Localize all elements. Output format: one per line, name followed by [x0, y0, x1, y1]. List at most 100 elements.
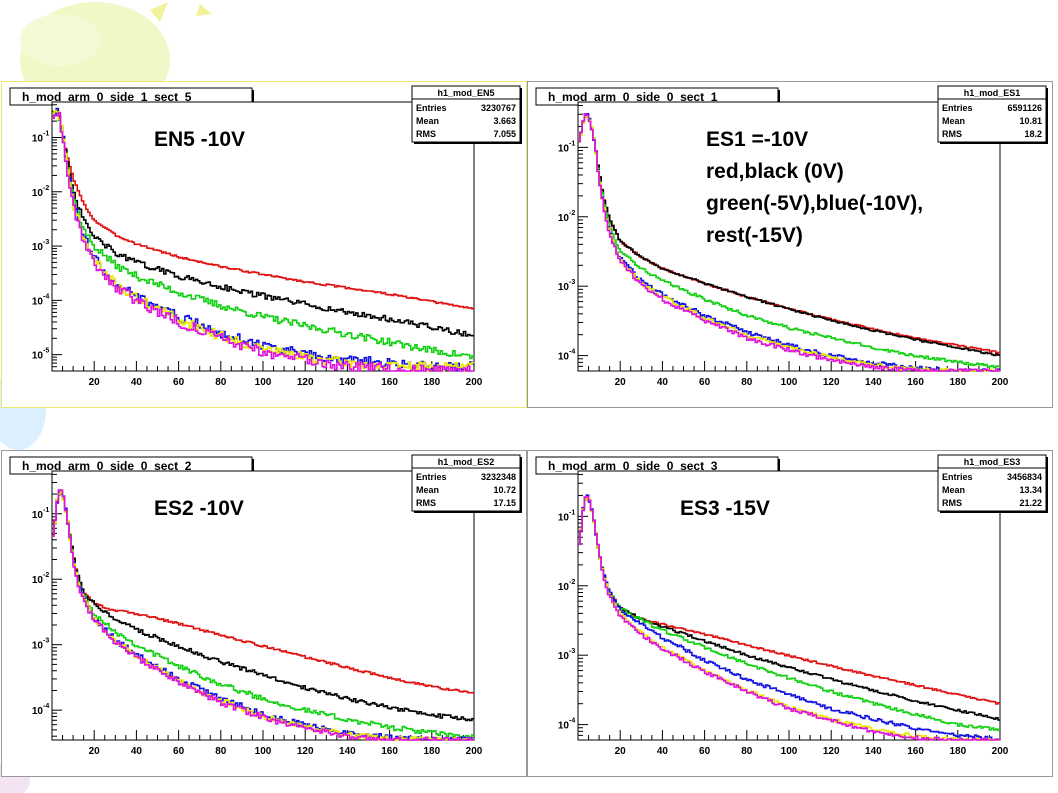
plot-frame [51, 101, 475, 372]
title-box-shadow [252, 90, 254, 107]
plot-annotation: rest(-15V) [706, 224, 803, 247]
histogram-series-line [52, 110, 474, 337]
x-tick-label: 60 [699, 746, 711, 757]
histogram-title: h_mod_arm_0_side_0_sect_1 [548, 90, 718, 104]
y-tick-label: 10 [558, 651, 570, 662]
x-tick-label: 20 [89, 377, 101, 388]
histogram-panel-es3: h_mod_arm_0_side_0_sect_3 20 40 60 80 100 120 1… [527, 450, 1053, 777]
y-tick-exponent: -2 [569, 210, 575, 217]
histogram-series-line [578, 495, 1000, 732]
stats-label: Mean [942, 485, 965, 495]
histogram-chart: h_mod_arm_0_side_0_sect_2 20 40 60 80 100 120 1… [9, 454, 522, 757]
plot-annotation: red,black (0V) [706, 160, 844, 183]
x-tick-label: 180 [423, 746, 440, 757]
stats-box [937, 85, 1047, 143]
plot-annotation: EN5 -10V [154, 128, 245, 151]
histogram-series-line [52, 110, 474, 360]
x-tick-label: 200 [466, 377, 483, 388]
y-tick-label: 10 [32, 133, 44, 144]
stats-name: h1_mod_ES1 [964, 88, 1021, 98]
x-tick-label: 140 [865, 746, 882, 757]
stats-label: Entries [942, 103, 973, 113]
y-tick-exponent: -3 [569, 279, 575, 286]
histogram-series-line [578, 114, 1000, 369]
histogram-series-line [578, 494, 1000, 741]
y-tick-exponent: -2 [43, 185, 49, 192]
stats-value: 18.2 [1024, 129, 1042, 139]
x-tick-label: 200 [466, 746, 483, 757]
histogram-series-line [578, 495, 1000, 741]
stats-value: 7.055 [493, 129, 516, 139]
y-tick-label: 10 [558, 721, 570, 732]
stats-label: RMS [942, 498, 962, 508]
stats-box [411, 454, 521, 512]
stats-label: Entries [416, 472, 447, 482]
x-tick-label: 100 [781, 377, 798, 388]
x-tick-label: 100 [255, 746, 272, 757]
stats-value: 3.663 [493, 116, 516, 126]
x-tick-label: 40 [131, 377, 143, 388]
x-tick-label: 40 [131, 746, 143, 757]
histogram-series-line [52, 491, 474, 722]
y-tick-label: 10 [558, 213, 570, 224]
x-tick-label: 100 [781, 746, 798, 757]
plot-frame [577, 470, 1001, 741]
y-tick-label: 10 [32, 296, 44, 307]
stats-box [411, 85, 521, 143]
x-tick-label: 160 [381, 746, 398, 757]
histogram-panel-en5: h_mod_arm_0_side_1_sect_5 20 40 60 80 100 120 1… [1, 81, 527, 408]
x-tick-label: 60 [173, 746, 185, 757]
y-tick-exponent: -1 [43, 507, 49, 514]
x-tick-label: 120 [297, 377, 314, 388]
y-tick-exponent: -1 [569, 140, 575, 147]
title-box-shadow [778, 90, 780, 107]
x-tick-label: 120 [823, 377, 840, 388]
histogram-title: h_mod_arm_0_side_0_sect_2 [22, 459, 192, 473]
stats-value: 21.22 [1019, 498, 1042, 508]
histogram-panel-es2: h_mod_arm_0_side_0_sect_2 20 40 60 80 100 120 1… [1, 450, 527, 777]
y-tick-label: 10 [32, 242, 44, 253]
y-tick-exponent: -2 [43, 572, 49, 579]
stats-value: 17.15 [493, 498, 516, 508]
histogram-series-line [578, 115, 1000, 357]
x-tick-label: 20 [615, 377, 627, 388]
histogram-series-line [52, 489, 474, 741]
x-tick-label: 20 [89, 746, 101, 757]
x-tick-label: 180 [949, 377, 966, 388]
stats-value: 10.72 [493, 485, 516, 495]
x-tick-label: 160 [907, 746, 924, 757]
y-tick-label: 10 [32, 510, 44, 521]
y-tick-exponent: -1 [569, 509, 575, 516]
plot-annotation: ES2 -10V [154, 497, 244, 520]
y-tick-exponent: -4 [43, 703, 49, 710]
y-tick-label: 10 [32, 706, 44, 717]
histogram-series-line [52, 109, 474, 310]
stats-label: RMS [942, 129, 962, 139]
y-tick-exponent: -2 [569, 579, 575, 586]
y-tick-label: 10 [558, 143, 570, 154]
y-tick-exponent: -4 [569, 718, 575, 725]
stats-value: 3230767 [481, 103, 516, 113]
stats-label: Mean [416, 485, 439, 495]
x-tick-label: 40 [657, 746, 669, 757]
x-tick-label: 140 [339, 746, 356, 757]
stats-value: 3232348 [481, 472, 516, 482]
histogram-title: h_mod_arm_0_side_0_sect_3 [548, 459, 718, 473]
plot-annotation: green(-5V),blue(-10V), [706, 192, 923, 215]
plot-annotation: ES3 -15V [680, 497, 770, 520]
title-box-shadow [252, 459, 254, 476]
stats-label: Entries [942, 472, 973, 482]
plot-annotation: ES1 =-10V [706, 128, 808, 151]
stats-label: Entries [416, 103, 447, 113]
x-tick-label: 60 [699, 377, 711, 388]
stats-value: 6591126 [1007, 103, 1042, 113]
y-tick-label: 10 [32, 188, 44, 199]
histogram-series-line [52, 489, 474, 741]
x-tick-label: 40 [657, 377, 669, 388]
x-tick-label: 180 [423, 377, 440, 388]
y-tick-exponent: -4 [569, 349, 575, 356]
y-tick-label: 10 [32, 351, 44, 362]
y-tick-label: 10 [32, 575, 44, 586]
x-tick-label: 160 [907, 377, 924, 388]
stats-value: 13.34 [1019, 485, 1042, 495]
